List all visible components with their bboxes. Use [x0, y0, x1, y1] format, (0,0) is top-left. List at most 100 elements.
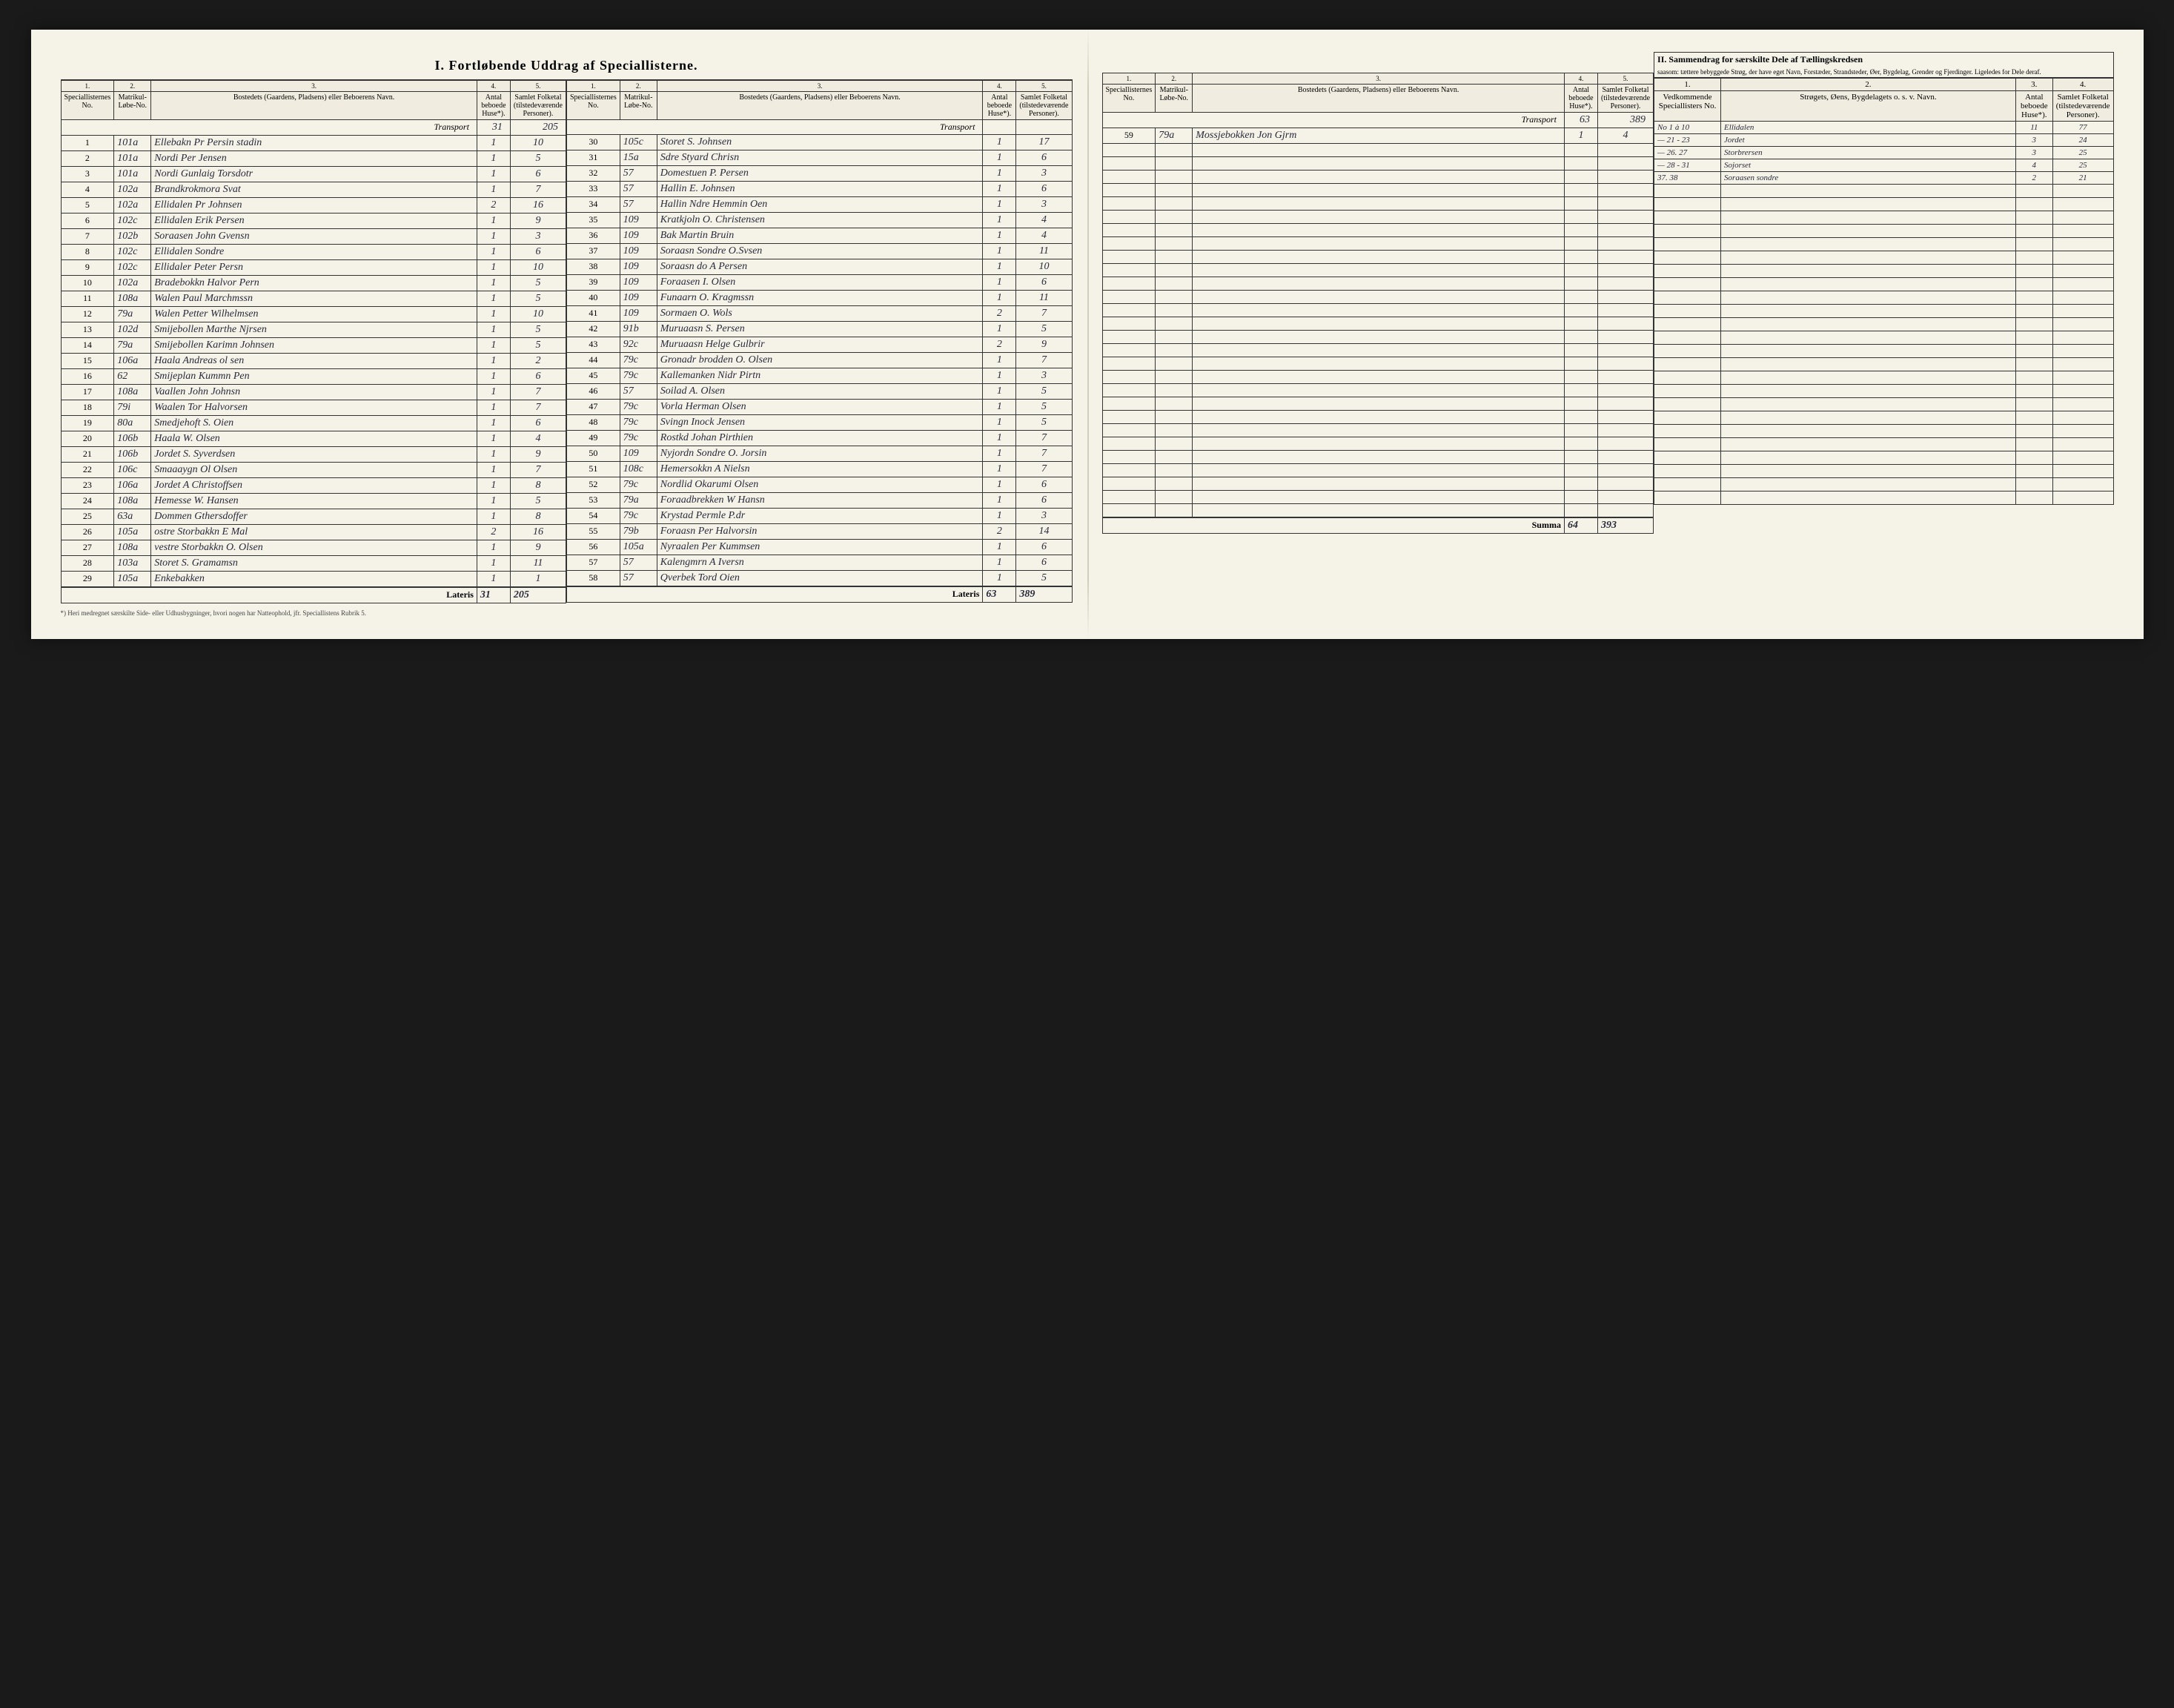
cell-no: 37	[567, 244, 620, 259]
cell-antal: 1	[983, 415, 1016, 431]
cell-name: Jordet S. Syverdsen	[151, 447, 477, 463]
right-panel: 1. 2. 3. 4. 5. Speciallisternes No. Matr…	[1087, 52, 2114, 617]
cell-antal: 1	[477, 307, 510, 322]
blank-row	[1102, 344, 1654, 357]
cell-no: 31	[567, 150, 620, 166]
cell-folketal: 7	[1016, 446, 1072, 462]
cell-name: Kallemanken Nidr Pirtn	[657, 368, 983, 384]
cell-no: 19	[61, 416, 114, 431]
cell-name: Svingn Inock Jensen	[657, 415, 983, 431]
cell-name: Krystad Permle P.dr	[657, 509, 983, 524]
cell-no: 44	[567, 353, 620, 368]
cell-no: 10	[61, 276, 114, 291]
cell-name: Smijeplan Kummn Pen	[151, 369, 477, 385]
cell-no: 20	[61, 431, 114, 447]
cell-sfolk: 21	[2052, 172, 2113, 185]
main-title: I. Fortløbende Uddrag af Speciallisterne…	[61, 52, 1073, 80]
cell-folketal: 5	[1016, 400, 1072, 415]
cell-antal: 1	[477, 167, 510, 182]
blank-row	[1654, 211, 2113, 225]
table-row: 49 79c Rostkd Johan Pirthien 1 7	[567, 431, 1073, 446]
ledger-sheet: I. Fortløbende Uddrag af Speciallisterne…	[61, 52, 2114, 617]
cell-folketal: 5	[510, 494, 566, 509]
cell-antal: 1	[983, 182, 1016, 197]
table-row: 6 102c Ellidalen Erik Persen 1 9	[61, 214, 566, 229]
cell-antal: 1	[983, 244, 1016, 259]
cell-no: 4	[61, 182, 114, 198]
cell-folketal: 3	[1016, 197, 1072, 213]
cell-matrik: 91b	[620, 322, 657, 337]
hdr-bosted: Bostedets (Gaardens, Pladsens) eller Beb…	[1193, 85, 1565, 113]
table-row: 14 79a Smijebollen Karimn Johnsen 1 5	[61, 338, 566, 354]
cell-name: Hallin Ndre Hemmin Oen	[657, 197, 983, 213]
blank-row	[1102, 277, 1654, 291]
cell-matrik: 102c	[114, 214, 151, 229]
cell-no: 57	[567, 555, 620, 571]
cell-no: 36	[567, 228, 620, 244]
colnum: 2.	[114, 81, 151, 92]
cell-folketal: 4	[1016, 228, 1072, 244]
cell-matrik: 62	[114, 369, 151, 385]
cell-antal: 1	[477, 291, 510, 307]
table-row: 18 79i Waalen Tor Halvorsen 1 7	[61, 400, 566, 416]
hdr-bosted: Bostedets (Gaardens, Pladsens) eller Beb…	[151, 92, 477, 120]
cell-matrik: 105a	[114, 525, 151, 540]
cell-no: 9	[61, 260, 114, 276]
table-row: 22 106c Smaaaygn Ol Olsen 1 7	[61, 463, 566, 478]
transport-row: Transport 63 389	[1102, 113, 1654, 128]
cell-antal: 1	[983, 228, 1016, 244]
table-row: 10 102a Bradebokkn Halvor Pern 1 5	[61, 276, 566, 291]
cell-no: 54	[567, 509, 620, 524]
cell-antal: 2	[983, 337, 1016, 353]
cell-name: Bak Martin Bruin	[657, 228, 983, 244]
cell-name: Rostkd Johan Pirthien	[657, 431, 983, 446]
cell-name: Mossjebokken Jon Gjrm	[1193, 128, 1565, 144]
cell-name: Kalengmrn A Iversn	[657, 555, 983, 571]
summary-row: 37. 38 Soraasen sondre 2 21	[1654, 172, 2113, 185]
cell-matrik: 79a	[620, 493, 657, 509]
cell-name: Funaarn O. Kragmssn	[657, 291, 983, 306]
blank-row	[1102, 504, 1654, 517]
cell-name: Nordi Gunlaig Torsdotr	[151, 167, 477, 182]
cell-folketal: 9	[510, 447, 566, 463]
cell-spec: 37. 38	[1654, 172, 1721, 185]
lateris-antal: 63	[983, 586, 1016, 603]
cell-matrik: 108a	[114, 291, 151, 307]
cell-matrik: 101a	[114, 151, 151, 167]
cell-antal: 1	[983, 291, 1016, 306]
cell-antal: 1	[983, 555, 1016, 571]
cell-matrik: 102a	[114, 198, 151, 214]
colnum: 3.	[1193, 73, 1565, 85]
cell-antal: 1	[983, 322, 1016, 337]
cell-name: Sdre Styard Chrisn	[657, 150, 983, 166]
block-a: 1. 2. 3. 4. 5. Speciallisternes No. Matr…	[61, 80, 567, 603]
cell-no: 39	[567, 275, 620, 291]
blank-row	[1654, 265, 2113, 278]
cell-folketal: 5	[510, 151, 566, 167]
cell-matrik: 109	[620, 228, 657, 244]
cell-no: 6	[61, 214, 114, 229]
cell-name: Smaaaygn Ol Olsen	[151, 463, 477, 478]
cell-antal: 1	[477, 509, 510, 525]
cell-santal: 3	[2015, 134, 2052, 147]
cell-sfolk: 77	[2052, 122, 2113, 134]
blank-row	[1654, 438, 2113, 451]
cell-name: Storet S. Johnsen	[657, 135, 983, 150]
cell-no: 23	[61, 478, 114, 494]
hdr-special: Speciallisternes No.	[567, 92, 620, 120]
blank-row	[1102, 437, 1654, 451]
blank-row	[1102, 451, 1654, 464]
cell-folketal: 7	[1016, 462, 1072, 477]
cell-name: Haala W. Olsen	[151, 431, 477, 447]
lateris-row: Lateris 31 205	[61, 587, 566, 603]
blank-row	[1654, 398, 2113, 411]
blank-row	[1102, 491, 1654, 504]
table-row: 24 108a Hemesse W. Hansen 1 5	[61, 494, 566, 509]
hdr-bosted: Bostedets (Gaardens, Pladsens) eller Beb…	[657, 92, 983, 120]
cell-name: Walen Petter Wilhelmsen	[151, 307, 477, 322]
hdr-antal: Antal beboede Huse*).	[2015, 91, 2052, 122]
cell-name: Smijebollen Marthe Njrsen	[151, 322, 477, 338]
cell-matrik: 105c	[620, 135, 657, 150]
table-row: 34 57 Hallin Ndre Hemmin Oen 1 3	[567, 197, 1073, 213]
cell-santal: 3	[2015, 147, 2052, 159]
